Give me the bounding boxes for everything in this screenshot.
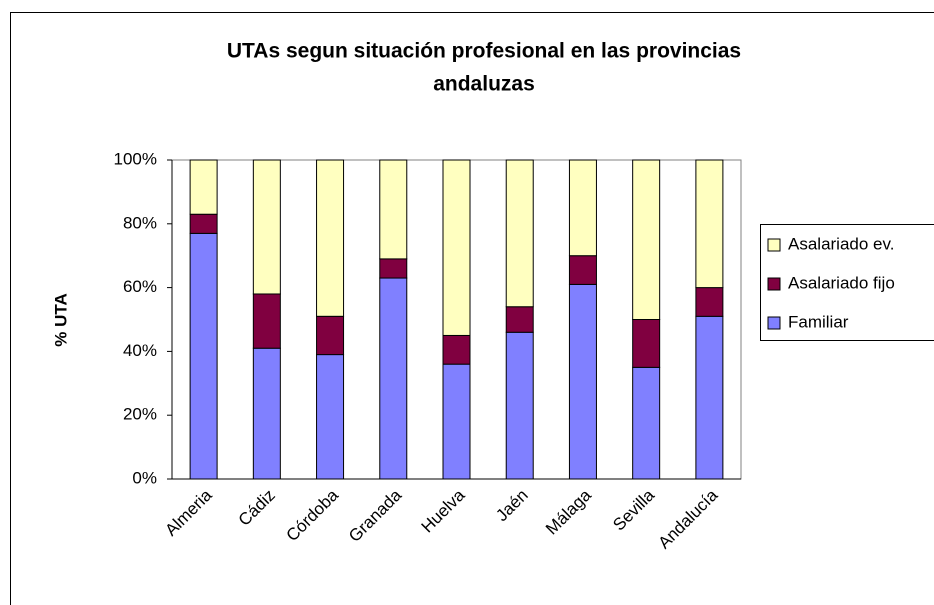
bar-segment: [252, 159, 281, 295]
y-tick-label: 60%: [123, 277, 157, 296]
bar-segment: [505, 306, 534, 333]
y-tick-label: 40%: [123, 341, 157, 360]
legend: [760, 224, 934, 341]
bar-segment: [695, 315, 724, 480]
bar-segment: [316, 159, 345, 317]
legend-swatch: [767, 238, 781, 252]
legend-label: Asalariado fijo: [788, 273, 895, 292]
legend-label: Familiar: [788, 312, 849, 331]
bar-segment: [505, 331, 534, 480]
bar-segment: [189, 159, 218, 215]
legend-swatch: [767, 277, 781, 291]
y-tick-label: 0%: [132, 468, 157, 487]
y-tick-label: 80%: [123, 213, 157, 232]
bar-segment: [632, 319, 661, 368]
bar-segment: [189, 213, 218, 234]
legend-label: Asalariado ev.: [788, 234, 894, 253]
bar-segment: [568, 283, 597, 480]
bar-segment: [632, 159, 661, 320]
chart-title: andaluzas: [433, 73, 535, 96]
y-axis-label: % UTA: [51, 293, 70, 347]
bar-segment: [379, 277, 408, 480]
chart-title: UTAs segun situación profesional en las …: [227, 40, 741, 63]
y-tick-label: 20%: [123, 405, 157, 424]
bar-segment: [632, 366, 661, 480]
bar-segment: [379, 258, 408, 279]
bar-segment: [252, 347, 281, 480]
bar-segment: [695, 159, 724, 289]
bar-segment: [442, 159, 471, 336]
bar-segment: [316, 315, 345, 356]
bar-segment: [442, 334, 471, 365]
bar-segment: [252, 293, 281, 349]
bar-segment: [189, 232, 218, 480]
bar-segment: [505, 159, 534, 308]
bar-segment: [568, 159, 597, 257]
bar-segment: [695, 287, 724, 317]
y-tick-label: 100%: [114, 149, 157, 168]
bar-segment: [442, 363, 471, 480]
bar-segment: [379, 159, 408, 260]
bar-segment: [568, 255, 597, 285]
bar-segment: [316, 354, 345, 480]
legend-swatch: [767, 316, 781, 330]
